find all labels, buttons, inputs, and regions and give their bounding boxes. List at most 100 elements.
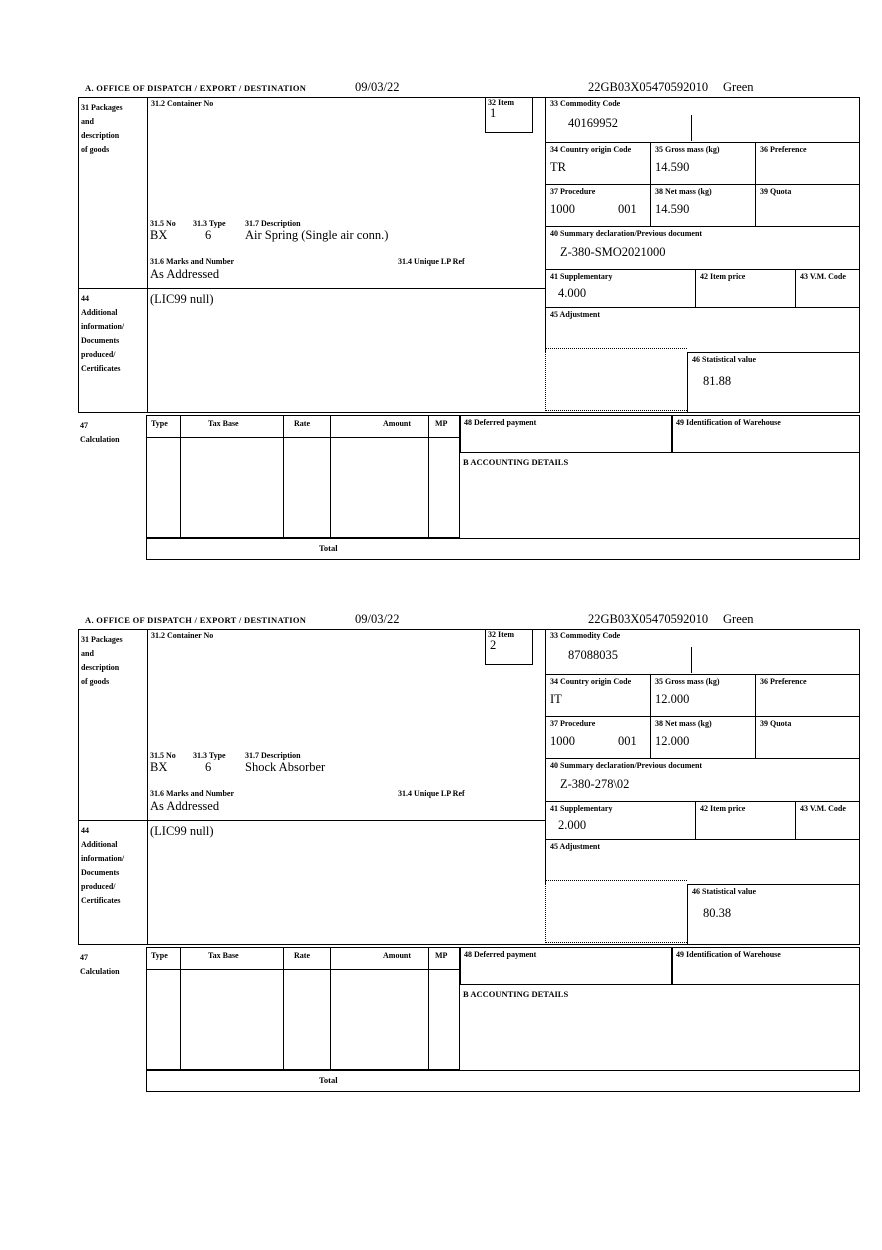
box32-item-cell: 32 Item 1 — [485, 97, 533, 133]
statistical-value-label: 46 Statistical value — [692, 355, 756, 364]
item-number-label: 32 Item — [488, 98, 514, 107]
calc-header-rule — [147, 437, 459, 438]
quota-label: 39 Quota — [760, 719, 792, 728]
goods-description-value: Shock Absorber — [245, 760, 326, 774]
calc-divider-rate — [330, 416, 331, 537]
box38-net-mass-cell: 38 Net mass (kg) 12.000 — [650, 717, 755, 759]
procedure-extension-value: 001 — [618, 202, 637, 216]
box34-origin-cell: 34 Country origin Code TR — [545, 143, 650, 185]
calculation-table — [146, 947, 460, 1070]
accounting-details-label: B ACCOUNTING DETAILS — [463, 457, 569, 467]
item-number-label: 32 Item — [488, 630, 514, 639]
vm-code-label: 43 V.M. Code — [800, 804, 846, 813]
declaration-reference: 22GB03X05470592010 — [588, 612, 709, 626]
item-number-value: 2 — [490, 638, 497, 652]
box31-packages-cell: 31.2 Container No 32 Item 1 31.5 No 31.3… — [148, 97, 545, 288]
summary-declaration-value: Z-380-278\02 — [560, 777, 630, 791]
box33-commodity-cell: 33 Commodity Code 40169952 — [545, 97, 860, 143]
box40-summary-declaration-cell: 40 Summary declaration/Previous document… — [545, 759, 860, 802]
unique-lp-ref-label: 31.4 Unique LP Ref — [398, 257, 465, 266]
box44-additional-info-label: 44 Additional information/ Documents pro… — [81, 294, 125, 373]
marks-and-number-value: As Addressed — [150, 799, 220, 813]
calculation-total-row: Total — [146, 538, 860, 560]
dispatch-date: 09/03/22 — [355, 80, 400, 94]
calc-mp-header: MP — [435, 419, 448, 428]
summary-declaration-label: 40 Summary declaration/Previous document — [550, 761, 703, 770]
box45-adjustment-cell: 45 Adjustment — [545, 308, 860, 352]
box42-item-price-cell: 42 Item price — [695, 802, 795, 840]
commodity-code-value: 87088035 — [568, 648, 618, 662]
box31-packages-cell: 31.2 Container No 32 Item 2 31.5 No 31.3… — [148, 629, 545, 820]
box46-side-dashed-area — [545, 348, 687, 411]
commodity-code-divider — [691, 647, 692, 673]
net-mass-value: 14.590 — [655, 202, 690, 216]
total-label: Total — [319, 543, 338, 553]
box33-commodity-cell: 33 Commodity Code 87088035 — [545, 629, 860, 675]
commodity-code-divider — [691, 115, 692, 141]
package-no-label: 31.5 No — [150, 751, 176, 760]
box44-content-cell: (LIC99 null) — [148, 820, 545, 945]
warehouse-id-label: 49 Identification of Warehouse — [676, 418, 781, 427]
item-number-value: 1 — [490, 106, 497, 120]
declaration-item-section: A. OFFICE OF DISPATCH / EXPORT / DESTINA… — [0, 612, 882, 1144]
accounting-details-label: B ACCOUNTING DETAILS — [463, 989, 569, 999]
marks-and-number-label: 31.6 Marks and Number — [150, 257, 235, 266]
package-no-value: BX — [150, 760, 168, 774]
package-no-value: BX — [150, 228, 168, 242]
box49-warehouse-cell: 49 Identification of Warehouse — [672, 947, 860, 985]
box47-calculation-label: 47 Calculation — [80, 953, 120, 976]
box31-label-cell: 31 Packages and description of goods — [78, 629, 148, 820]
calc-divider-rate — [330, 948, 331, 1069]
box48-deferred-payment-cell: 48 Deferred payment — [460, 947, 672, 985]
box39-quota-cell: 39 Quota — [755, 717, 860, 759]
box36-preference-cell: 36 Preference — [755, 143, 860, 185]
calculation-total-row: Total — [146, 1070, 860, 1092]
box47-calculation-label: 47 Calculation — [80, 421, 120, 444]
commodity-code-label: 33 Commodity Code — [550, 99, 621, 108]
box32-item-cell: 32 Item 2 — [485, 629, 533, 665]
box38-net-mass-cell: 38 Net mass (kg) 14.590 — [650, 185, 755, 227]
supplementary-value: 2.000 — [558, 818, 587, 832]
package-type-value: 6 — [205, 228, 212, 242]
statistical-value: 81.88 — [703, 374, 732, 388]
box46-statistical-value-cell: 46 Statistical value 80.38 — [687, 884, 860, 945]
calc-divider-taxbase — [283, 948, 284, 1069]
gross-mass-label: 35 Gross mass (kg) — [655, 677, 720, 686]
box43-vm-code-cell: 43 V.M. Code — [795, 802, 860, 840]
additional-info-value: (LIC99 null) — [150, 292, 214, 306]
container-no-label: 31.2 Container No — [151, 631, 214, 640]
calc-rate-header: Rate — [294, 951, 310, 960]
country-origin-label: 34 Country origin Code — [550, 145, 632, 154]
adjustment-label: 45 Adjustment — [550, 310, 601, 319]
procedure-label: 37 Procedure — [550, 187, 596, 196]
marks-and-number-value: As Addressed — [150, 267, 220, 281]
box42-item-price-cell: 42 Item price — [695, 270, 795, 308]
box31-label-cell: 31 Packages and description of goods — [78, 97, 148, 288]
box44-label-cell: 44 Additional information/ Documents pro… — [78, 820, 148, 945]
declaration-item-section: A. OFFICE OF DISPATCH / EXPORT / DESTINA… — [0, 80, 882, 612]
adjustment-label: 45 Adjustment — [550, 842, 601, 851]
calc-amount-header: Amount — [383, 419, 412, 428]
net-mass-label: 38 Net mass (kg) — [655, 187, 712, 196]
container-no-label: 31.2 Container No — [151, 99, 214, 108]
commodity-code-label: 33 Commodity Code — [550, 631, 621, 640]
calc-divider-taxbase — [283, 416, 284, 537]
box35-gross-mass-cell: 35 Gross mass (kg) 12.000 — [650, 675, 755, 717]
box46-side-dashed-area — [545, 880, 687, 943]
box37-procedure-cell: 37 Procedure 1000 001 — [545, 717, 650, 759]
calc-mp-header: MP — [435, 951, 448, 960]
warehouse-id-label: 49 Identification of Warehouse — [676, 950, 781, 959]
calc-amount-header: Amount — [383, 951, 412, 960]
box31-packages-label: 31 Packages and description of goods — [81, 103, 123, 154]
calc-divider-amount — [428, 416, 429, 537]
box39-quota-cell: 39 Quota — [755, 185, 860, 227]
calc-tax-base-header: Tax Base — [208, 419, 239, 428]
box45-adjustment-cell: 45 Adjustment — [545, 840, 860, 884]
procedure-value: 1000 — [550, 202, 575, 216]
preference-label: 36 Preference — [760, 145, 807, 154]
calc-type-header: Type — [151, 419, 168, 428]
supplementary-value: 4.000 — [558, 286, 587, 300]
net-mass-label: 38 Net mass (kg) — [655, 719, 712, 728]
statistical-value: 80.38 — [703, 906, 732, 920]
